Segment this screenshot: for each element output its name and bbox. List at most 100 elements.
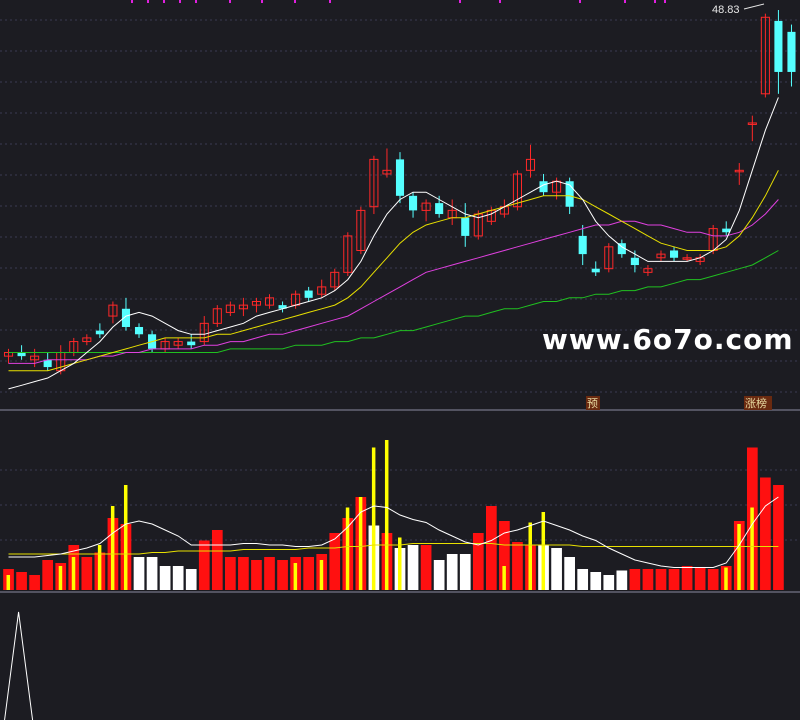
candle-body	[264, 297, 275, 306]
watermark: www.6o7o.com	[542, 323, 794, 356]
candle-body	[17, 352, 26, 357]
candle-body	[461, 217, 470, 236]
volume-bar	[433, 560, 445, 590]
volume-ma-white-line	[8, 496, 779, 568]
volume-bar	[16, 572, 27, 590]
volume-bar	[420, 545, 432, 590]
candle-body	[369, 158, 379, 208]
candle-body	[108, 304, 118, 317]
volume-overlay-bar	[110, 506, 115, 590]
volume-bar	[185, 569, 197, 590]
volume-bar	[198, 540, 210, 590]
volume-bar	[760, 477, 771, 590]
candle-body	[578, 235, 587, 255]
candle-body	[134, 326, 144, 335]
volume-overlay-bar	[71, 557, 76, 590]
volume-bar	[512, 542, 523, 590]
candle-body	[30, 355, 40, 361]
candle-body	[591, 268, 600, 273]
volume-overlay-bar	[319, 560, 324, 590]
candle-body	[656, 253, 666, 259]
candle-body	[409, 195, 418, 211]
ma-yellow-line	[8, 170, 779, 372]
volume-bar	[564, 557, 575, 590]
candle-body	[435, 203, 444, 215]
volume-bar	[668, 569, 680, 590]
volume-bar	[707, 569, 719, 590]
candle-body	[304, 290, 313, 298]
volume-overlay-bar	[345, 507, 350, 590]
tag-limit-up: 涨榜	[744, 396, 772, 410]
volume-bar	[303, 557, 315, 590]
volume-bar	[238, 557, 249, 590]
volume-bar	[616, 570, 628, 590]
candle-body	[525, 158, 536, 171]
volume-ma-yellow-line	[8, 543, 779, 555]
volume-overlay-bar	[371, 447, 376, 590]
volume-overlay-bar	[97, 545, 102, 590]
volume-overlay-bar	[502, 566, 506, 590]
volume-bar	[211, 530, 223, 590]
volume-bar	[81, 557, 93, 590]
volume-bar	[603, 575, 615, 590]
svg-text:预: 预	[587, 397, 598, 410]
candle-body	[565, 181, 574, 207]
volume-bar	[146, 557, 158, 590]
volume-overlay-bar	[737, 524, 741, 590]
candle-body	[669, 250, 679, 258]
price-label: 48.83	[712, 4, 740, 16]
candle-body	[734, 169, 744, 173]
candle-body	[343, 235, 353, 273]
top-edge-ticks	[131, 0, 666, 3]
volume-bar	[681, 566, 693, 590]
volume-bar	[446, 554, 458, 590]
volume-overlay-bar	[293, 563, 298, 590]
svg-text:涨榜: 涨榜	[745, 396, 767, 410]
candle-body	[539, 181, 548, 193]
volume-bar	[629, 569, 641, 590]
candle-body	[317, 286, 327, 295]
candle-body	[747, 122, 757, 125]
volume-bar	[407, 545, 419, 590]
price-label-arrow	[743, 3, 765, 10]
volume-bar	[655, 569, 667, 590]
candle-body	[760, 16, 770, 95]
candle-body	[330, 271, 340, 288]
candle-body	[604, 246, 614, 270]
volume-overlay-bar	[6, 575, 11, 590]
candle-body	[187, 341, 196, 346]
moving-average-lines	[8, 97, 779, 390]
volume-overlay-bar	[58, 566, 63, 590]
volume-overlay-bar	[123, 485, 128, 590]
volume-bar	[694, 567, 706, 590]
volume-bar	[251, 560, 262, 590]
volume-bar	[277, 560, 288, 590]
volume-average-lines	[8, 496, 779, 568]
candle-body	[421, 202, 431, 211]
volume-overlay-bar	[528, 522, 532, 590]
volume-overlay-bar	[384, 440, 389, 590]
volume-overlay-bar	[541, 512, 546, 590]
candle-body	[356, 209, 366, 251]
ma-white-line	[8, 97, 779, 390]
candle-body	[682, 257, 692, 260]
candle-body	[617, 243, 626, 255]
candle-body	[278, 305, 287, 309]
candle-body	[43, 359, 52, 368]
candle-body	[643, 268, 653, 273]
candle-body	[382, 169, 392, 175]
volume-bar	[29, 575, 40, 590]
volume-bar	[329, 533, 341, 590]
candlestick-series	[3, 10, 796, 375]
candle-body	[512, 173, 522, 208]
volume-bar	[42, 560, 54, 590]
volume-bar	[472, 533, 484, 590]
candle-body	[212, 308, 222, 324]
candle-body	[630, 257, 639, 266]
volume-bar	[264, 557, 275, 590]
indicator-peak-line	[4, 611, 34, 720]
volume-overlay-bar	[398, 537, 402, 590]
volume-overlay-bar	[358, 497, 363, 590]
